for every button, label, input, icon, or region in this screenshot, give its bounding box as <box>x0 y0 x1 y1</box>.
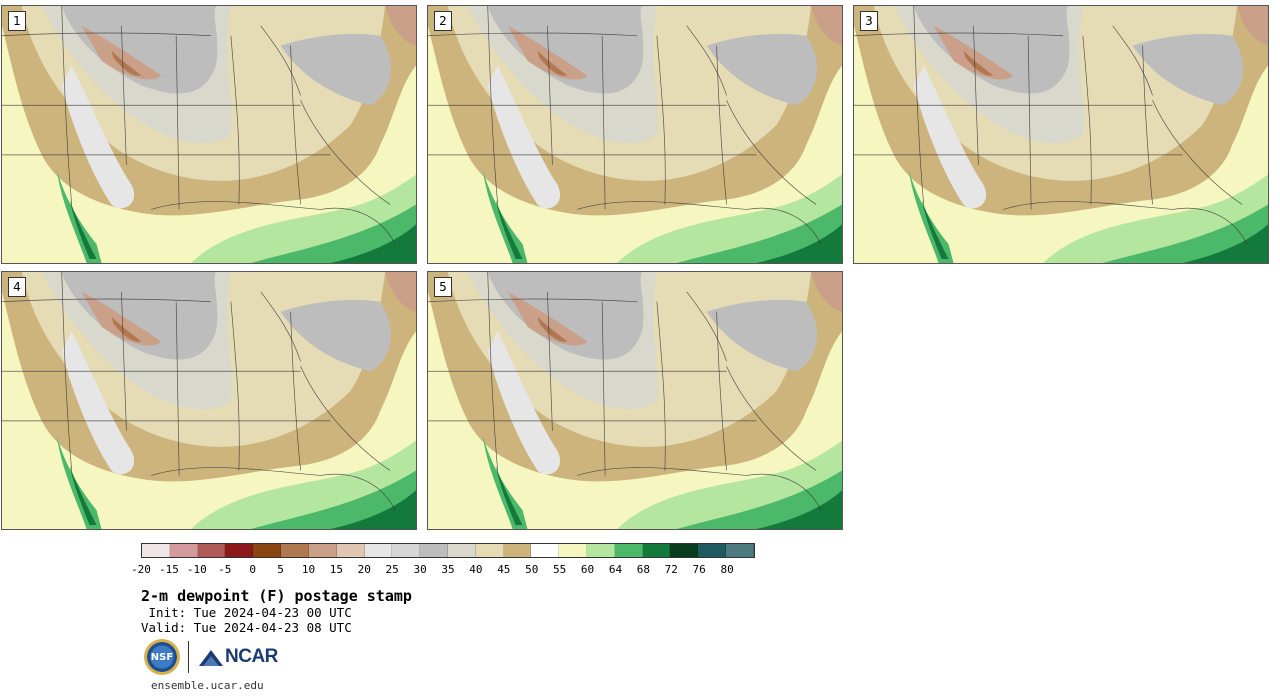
colorbar-tick-label: 10 <box>301 563 316 576</box>
ncar-logo: NCAR <box>199 646 278 668</box>
colorbar-tick-label: 50 <box>525 563 539 576</box>
dewpoint-map <box>2 6 416 263</box>
colorbar-swatch <box>281 544 309 557</box>
chart-title: 2-m dewpoint (F) postage stamp <box>141 587 412 605</box>
colorbar-tick-label: 5 <box>277 563 284 576</box>
colorbar-swatch <box>253 544 282 557</box>
colorbar-swatch <box>197 544 226 557</box>
colorbar-swatch <box>642 544 671 557</box>
member-number-label: 4 <box>8 277 26 297</box>
member-panel-5: 5 <box>427 271 843 530</box>
colorbar-tick-label: 55 <box>553 563 567 576</box>
dewpoint-colorbar <box>141 543 755 558</box>
colorbar-tick-label: -10 <box>186 563 207 576</box>
colorbar-swatch <box>392 544 421 557</box>
nsf-logo: NSF <box>144 639 180 675</box>
colorbar-tick-label: 15 <box>329 563 343 576</box>
colorbar-swatch <box>142 544 170 557</box>
colorbar-tick-label: 30 <box>413 563 427 576</box>
colorbar-tick-label: -15 <box>158 563 179 576</box>
member-number-label: 2 <box>434 11 452 31</box>
colorbar-tick-label: 35 <box>441 563 455 576</box>
colorbar-swatch <box>475 544 504 557</box>
colorbar-tick-label: -5 <box>218 563 232 576</box>
site-url: ensemble.ucar.edu <box>151 679 264 692</box>
colorbar-swatch <box>503 544 532 557</box>
dewpoint-map <box>2 272 416 529</box>
colorbar-tick-label: 45 <box>497 563 511 576</box>
colorbar-swatch <box>447 544 476 557</box>
colorbar-swatch <box>559 544 587 557</box>
dewpoint-map <box>428 272 842 529</box>
member-number-label: 3 <box>860 11 878 31</box>
colorbar-swatch <box>364 544 393 557</box>
colorbar-tick-label: 40 <box>469 563 483 576</box>
colorbar-swatch <box>420 544 448 557</box>
valid-time: Valid: Tue 2024-04-23 08 UTC <box>141 620 352 635</box>
colorbar-swatch <box>698 544 727 557</box>
colorbar-swatch <box>308 544 337 557</box>
ncar-mark-icon <box>199 650 223 666</box>
member-panel-2: 2 <box>427 5 843 264</box>
nsf-logo-text: NSF <box>150 651 174 663</box>
colorbar-swatch <box>169 544 198 557</box>
ncar-logo-text: NCAR <box>225 646 278 667</box>
colorbar-tick-label: 20 <box>357 563 371 576</box>
dewpoint-map <box>854 6 1268 263</box>
colorbar-tick-label: 0 <box>249 563 256 576</box>
colorbar-tick-label: 25 <box>385 563 399 576</box>
member-number-label: 5 <box>434 277 452 297</box>
colorbar-tick-label: 76 <box>692 563 706 576</box>
colorbar-swatch <box>225 544 254 557</box>
member-panel-3: 3 <box>853 5 1269 264</box>
colorbar-swatch <box>531 544 560 557</box>
dewpoint-map <box>428 6 842 263</box>
colorbar-tick-label: 60 <box>580 563 595 576</box>
colorbar-swatch <box>670 544 699 557</box>
colorbar-tick-label: -20 <box>131 563 151 576</box>
colorbar-tick-label: 80 <box>720 563 734 576</box>
member-panel-1: 1 <box>1 5 417 264</box>
colorbar-tick-label: 64 <box>608 563 623 576</box>
logo-divider <box>188 641 189 673</box>
member-number-label: 1 <box>8 11 26 31</box>
logo-row: NSF NCAR <box>144 638 278 676</box>
colorbar-swatch <box>587 544 615 557</box>
init-time: Init: Tue 2024-04-23 00 UTC <box>141 605 352 620</box>
colorbar-swatch <box>726 544 754 557</box>
colorbar-swatch <box>336 544 365 557</box>
colorbar-tick-label: 72 <box>664 563 678 576</box>
colorbar-swatch <box>614 544 643 557</box>
colorbar-tick-label: 68 <box>636 563 650 576</box>
member-panel-4: 4 <box>1 271 417 530</box>
